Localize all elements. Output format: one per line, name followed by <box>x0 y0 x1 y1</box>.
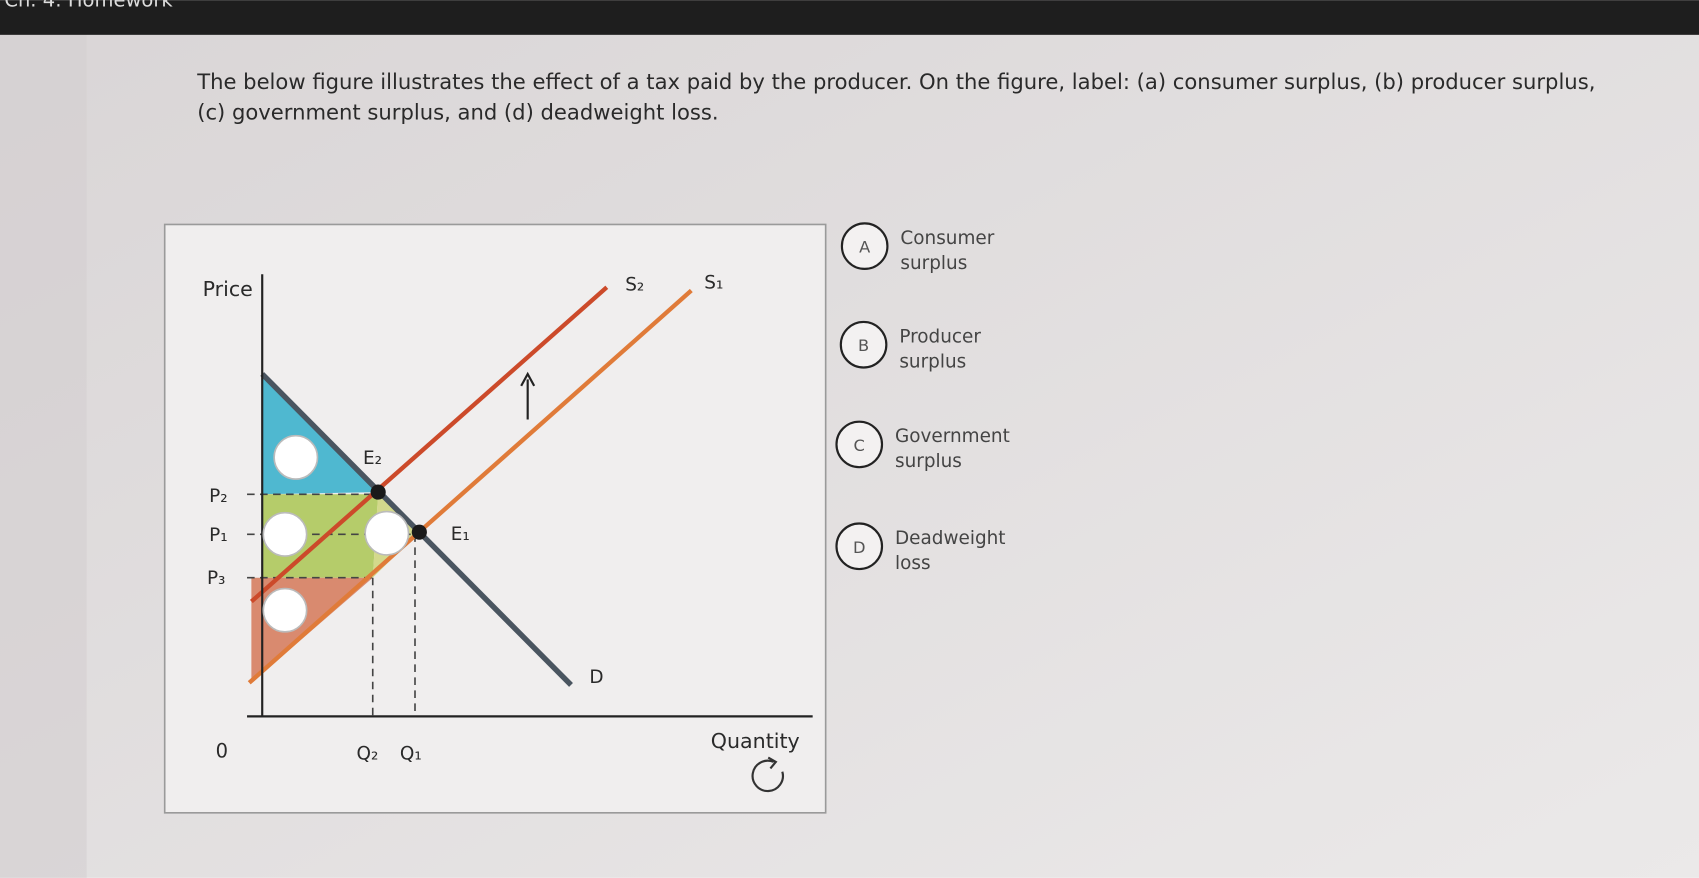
supply-curve-s1 <box>247 288 693 685</box>
equilibrium-point <box>411 524 427 540</box>
drop-target[interactable] <box>364 510 410 556</box>
tab-title[interactable]: Ch. 4: Homework <box>4 0 173 12</box>
reset-button-arrow <box>767 756 778 770</box>
quantity-label: Q₂ <box>356 744 378 765</box>
drop-target[interactable] <box>262 511 308 557</box>
equilibrium-point <box>370 484 386 500</box>
option-label[interactable]: Producer <box>899 327 981 348</box>
option-label[interactable]: Consumer <box>900 228 994 249</box>
left-strip <box>0 32 87 878</box>
supply-curve-s2 <box>249 285 609 604</box>
quantity-label: Q₁ <box>400 744 422 765</box>
option-label[interactable]: surplus <box>895 451 962 472</box>
point-label: E₁ <box>451 524 470 545</box>
option-label[interactable]: Deadweight <box>895 528 1006 549</box>
option-badge[interactable] <box>835 522 884 571</box>
reset-button[interactable] <box>751 759 784 793</box>
option-badge[interactable] <box>840 222 889 270</box>
price-label: P₃ <box>207 568 225 589</box>
price-label: P₂ <box>209 486 227 507</box>
question-line: (c) government surplus, and (d) deadweig… <box>197 99 718 124</box>
option-label[interactable]: surplus <box>900 253 967 274</box>
curve-label: S₁ <box>704 272 723 293</box>
option-label[interactable]: surplus <box>899 351 966 372</box>
option-letter: C <box>854 436 865 455</box>
option-label[interactable]: loss <box>895 553 931 574</box>
shift-arrow-head <box>520 371 536 387</box>
point-label: E₂ <box>363 448 382 469</box>
option-label[interactable]: Government <box>895 426 1010 447</box>
option-badge[interactable] <box>839 320 888 369</box>
option-letter: B <box>858 336 869 355</box>
option-letter: D <box>853 538 866 557</box>
curve-label: D <box>589 667 603 688</box>
y-axis-label: Price <box>203 277 253 301</box>
price-label: P₁ <box>209 525 227 546</box>
drop-target[interactable] <box>262 587 308 633</box>
question-line: The below figure illustrates the effect … <box>196 69 1595 94</box>
option-badge[interactable] <box>835 420 884 469</box>
top-bar <box>0 0 1699 35</box>
curve-label: S₂ <box>625 275 644 296</box>
option-letter: A <box>859 238 870 257</box>
drop-target[interactable] <box>273 434 319 480</box>
x-axis-label: Quantity <box>711 729 800 753</box>
origin-label: 0 <box>216 740 228 763</box>
